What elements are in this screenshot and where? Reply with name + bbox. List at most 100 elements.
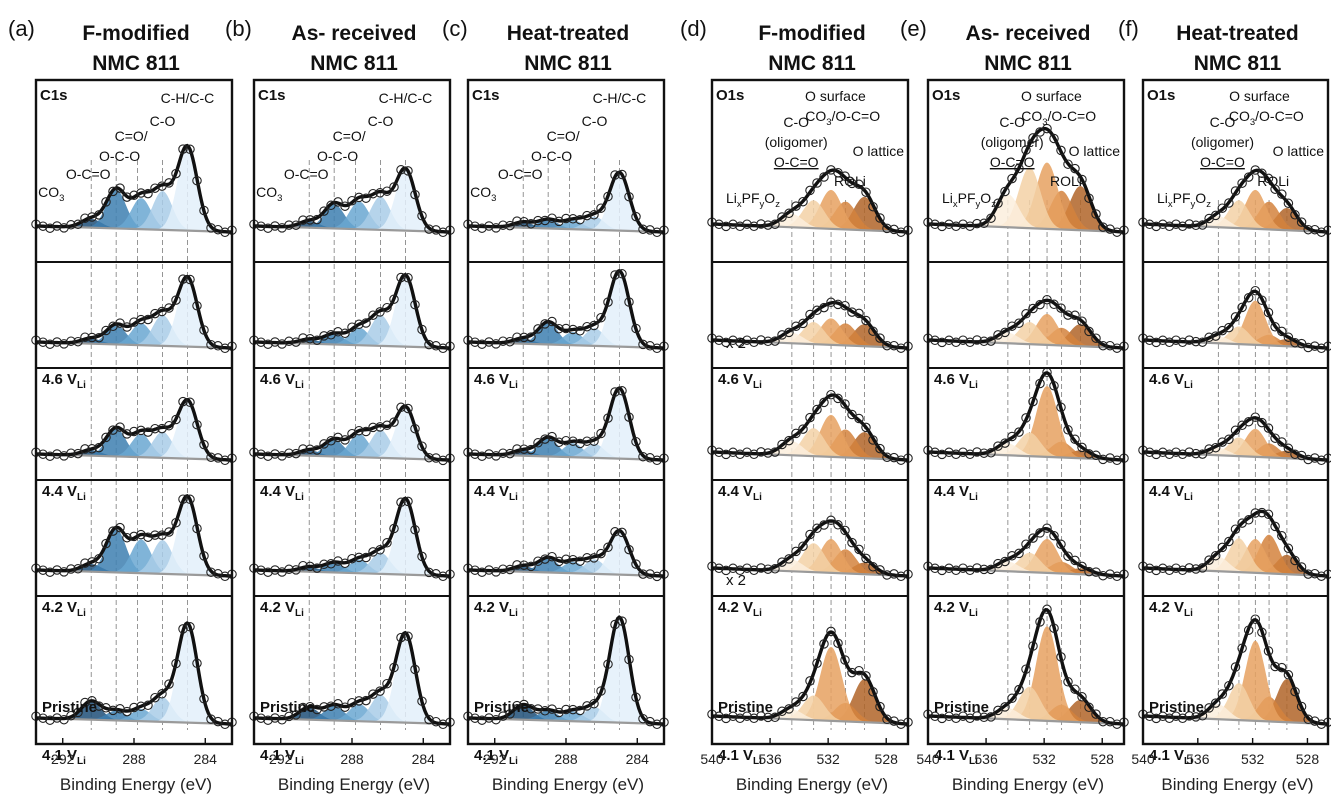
data-point (582, 553, 592, 563)
data-point (115, 522, 125, 533)
data-point (512, 216, 522, 226)
envelope-curve (468, 528, 664, 578)
row-label: 4.6 VLi (260, 371, 304, 391)
annotation-co3: CO3/O-C=O (1229, 108, 1304, 128)
data-point (298, 215, 308, 225)
data-point (1042, 604, 1052, 615)
annotation-roli: ROLi (834, 173, 866, 189)
data-point (164, 178, 174, 188)
data-point (1070, 310, 1080, 321)
data-point (66, 564, 76, 574)
data-point (1056, 145, 1066, 156)
data-point (610, 270, 620, 280)
x-tick-label: 540 (700, 751, 724, 767)
data-point (484, 713, 494, 723)
core-level-label: O1s (1147, 87, 1175, 104)
data-point (1257, 417, 1267, 428)
data-point (875, 565, 885, 575)
data-point (80, 697, 90, 708)
data-point (1177, 565, 1188, 576)
data-point (1112, 227, 1122, 237)
data-point (770, 219, 780, 230)
data-point (1028, 133, 1038, 143)
data-point (101, 325, 111, 336)
data-point (540, 554, 550, 564)
data-point (589, 210, 599, 220)
panel-label: (f) (1118, 16, 1139, 41)
envelope-curve (36, 274, 232, 350)
data-point (375, 545, 385, 555)
data-point (171, 414, 181, 425)
annotation-o-lattice: O lattice (853, 143, 905, 159)
data-point (819, 302, 829, 313)
data-point (547, 431, 557, 442)
data-point (1296, 562, 1307, 572)
data-point (1084, 702, 1094, 713)
data-point (721, 449, 731, 460)
data-point (1257, 627, 1267, 638)
data-point (568, 436, 578, 446)
data-point (896, 343, 906, 353)
data-point (1191, 564, 1201, 574)
data-point (136, 701, 146, 712)
data-point (784, 327, 794, 338)
data-point (868, 201, 878, 212)
data-point (1171, 219, 1181, 229)
row-label: 4.2 VLi (934, 599, 978, 619)
annotation-roli: ROLi (1257, 173, 1289, 189)
data-point (1007, 431, 1017, 442)
data-point (840, 171, 850, 181)
data-point (431, 453, 441, 463)
data-point (1028, 303, 1038, 314)
data-point (73, 707, 83, 718)
data-point (1021, 664, 1031, 674)
data-point (270, 337, 280, 347)
peak-annotation: CO3 (38, 184, 64, 204)
data-point (868, 326, 878, 336)
data-point (1077, 174, 1087, 185)
data-point (143, 700, 153, 711)
component-peak (712, 679, 908, 724)
data-point (1158, 447, 1168, 458)
data-point (1243, 292, 1254, 303)
data-point (756, 219, 766, 229)
data-point (589, 320, 599, 331)
data-point (561, 704, 571, 715)
data-point (368, 547, 378, 557)
data-point (652, 455, 662, 466)
panel-title-line1: As- received (966, 22, 1091, 45)
peak-annotation: O-C=O (284, 166, 329, 182)
data-point (951, 713, 961, 724)
data-point (882, 223, 892, 234)
data-point (438, 343, 448, 354)
data-point (1204, 332, 1214, 343)
data-point (129, 531, 139, 542)
data-point (561, 323, 571, 334)
data-point (396, 165, 406, 175)
data-point (1283, 198, 1294, 209)
data-point (1164, 337, 1175, 348)
peak-annotation: C-O (582, 113, 608, 129)
data-point (986, 564, 996, 575)
data-point (470, 565, 480, 575)
data-point (164, 303, 174, 313)
data-point (45, 339, 55, 349)
data-point (150, 530, 160, 540)
data-point (1303, 342, 1313, 353)
x-tick-label: 292 (269, 751, 293, 767)
data-point (256, 565, 266, 575)
data-point (1250, 614, 1261, 624)
peak-annotation: C-H/C-C (593, 90, 647, 106)
data-point (270, 449, 280, 459)
annotation-o-surface: O surface (805, 88, 866, 104)
data-point (129, 317, 139, 327)
panel-title-line1: As- received (292, 22, 417, 45)
data-point (930, 447, 940, 458)
data-point (519, 216, 529, 227)
x-tick-label: 288 (340, 751, 364, 767)
row-label: 4.2 VLi (474, 599, 518, 619)
data-point (1035, 528, 1045, 538)
data-point (512, 560, 522, 570)
data-point (972, 218, 982, 229)
